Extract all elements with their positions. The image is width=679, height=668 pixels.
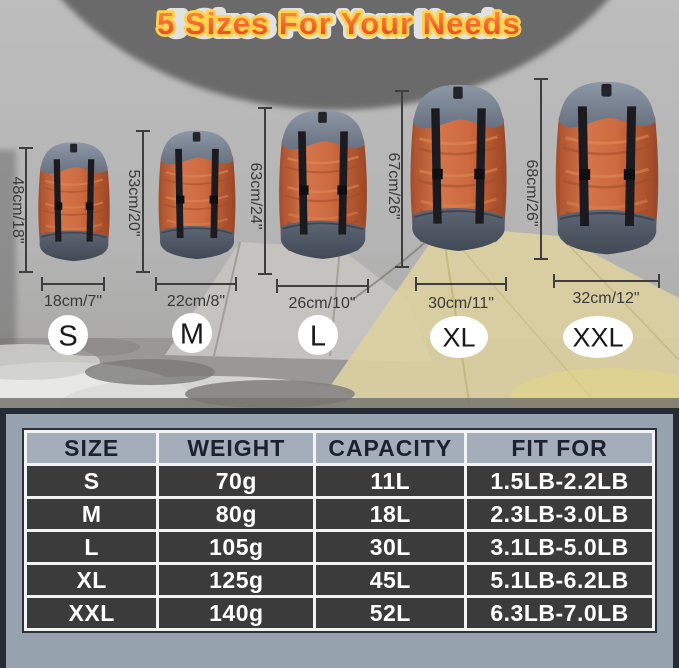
- size-cell: S: [23, 463, 160, 499]
- size-badge: [298, 315, 338, 355]
- value-cell: 105g: [156, 529, 317, 565]
- col-header-capacity: CAPACITY: [313, 430, 468, 466]
- size-table-panel: SIZE WEIGHT CAPACITY FIT FOR S 70g 11L 1.5LB-2…: [0, 408, 679, 668]
- size-item-2: 63cm/24" 26cm/10" L: [247, 107, 369, 355]
- size-badge-label: S: [58, 320, 77, 352]
- size-item-1: 53cm/20" 22cm/8" M: [125, 129, 237, 353]
- table-row: S 70g 11L 1.5LB-2.2LB: [23, 463, 655, 499]
- size-spec-table: SIZE WEIGHT CAPACITY FIT FOR S 70g 11L 1.5LB-2…: [22, 428, 657, 633]
- size-badge: [172, 313, 212, 353]
- headline-arch: [62, 0, 608, 110]
- value-cell: 3.1LB-5.0LB: [464, 529, 655, 565]
- height-dimension-line: [258, 107, 272, 275]
- value-cell: 2.3LB-3.0LB: [464, 496, 655, 532]
- value-cell: 140g: [156, 595, 317, 631]
- col-header-weight: WEIGHT: [156, 430, 317, 466]
- compression-sack-illustration: [37, 141, 111, 263]
- size-diagram: 5 Sizes For Your Needs 5 Sizes For Your …: [0, 0, 679, 408]
- value-cell: 6.3LB-7.0LB: [464, 595, 655, 631]
- width-dimension-label: 26cm/10": [288, 295, 355, 312]
- table-header-row: SIZE WEIGHT CAPACITY FIT FOR: [23, 430, 655, 466]
- headline: 5 Sizes For Your Needs 5 Sizes For Your …: [154, 1, 522, 46]
- headline-halo: 5 Sizes For Your Needs: [168, 6, 510, 41]
- size-cell: M: [23, 496, 160, 532]
- hero-section: 5 Sizes For Your Needs 5 Sizes For Your …: [0, 0, 679, 408]
- size-cell: L: [23, 529, 160, 565]
- height-dimension-label: 68cm/26": [523, 159, 540, 226]
- width-dimension-label: 22cm/8": [167, 293, 225, 310]
- value-cell: 30L: [313, 529, 468, 565]
- col-header-fit-for: FIT FOR: [464, 430, 655, 466]
- value-cell: 52L: [313, 595, 468, 631]
- height-dimension-label: 48cm/18": [9, 176, 26, 243]
- size-cell: XL: [23, 562, 160, 598]
- size-badge: [48, 315, 88, 355]
- col-header-size: SIZE: [23, 430, 160, 466]
- size-badge-label: XL: [442, 323, 475, 353]
- height-dimension-label: 53cm/20": [125, 169, 142, 236]
- table-body: S 70g 11L 1.5LB-2.2LB M 80g 18L 2.3LB-3.0LB L 105…: [23, 463, 655, 631]
- size-cell: XXL: [23, 595, 160, 631]
- width-dimension-line: [553, 274, 660, 288]
- height-dimension-label: 67cm/26": [385, 152, 402, 219]
- value-cell: 45L: [313, 562, 468, 598]
- width-dimension-label: 32cm/12": [572, 290, 639, 307]
- width-dimension-line: [276, 279, 369, 293]
- width-dimension-label: 18cm/7": [44, 293, 102, 310]
- table-row: XXL 140g 52L 6.3LB-7.0LB: [23, 595, 655, 631]
- width-dimension-line: [41, 277, 105, 291]
- table-row: XL 125g 45L 5.1LB-6.2LB: [23, 562, 655, 598]
- size-badge-label: XXL: [572, 323, 623, 353]
- size-badge-label: M: [180, 318, 204, 350]
- value-cell: 11L: [313, 463, 468, 499]
- height-dimension-label: 63cm/24": [247, 162, 264, 229]
- compression-sack-illustration: [554, 80, 660, 257]
- height-dimension-line: [395, 90, 409, 268]
- size-item-4: 68cm/26" 32cm/12" XXL: [523, 78, 660, 358]
- height-dimension-line: [534, 78, 548, 260]
- size-badge-label: L: [310, 320, 326, 352]
- width-dimension-line: [415, 277, 507, 291]
- width-dimension-line: [155, 277, 237, 291]
- compression-sack-illustration: [408, 83, 509, 253]
- compression-sack-illustration: [277, 108, 369, 261]
- height-dimension-line: [136, 130, 150, 273]
- table-row: M 80g 18L 2.3LB-3.0LB: [23, 496, 655, 532]
- size-badge: [430, 316, 488, 358]
- width-dimension-label: 30cm/11": [428, 295, 494, 312]
- value-cell: 80g: [156, 496, 317, 532]
- value-cell: 1.5LB-2.2LB: [464, 463, 655, 499]
- headline-text: 5 Sizes For Your Needs: [157, 6, 521, 41]
- height-dimension-line: [19, 147, 33, 273]
- table-row: L 105g 30L 3.1LB-5.0LB: [23, 529, 655, 565]
- value-cell: 70g: [156, 463, 317, 499]
- compression-sack-illustration: [157, 129, 237, 261]
- size-item-0: 48cm/18" 18cm/7" S: [9, 141, 111, 355]
- size-item-3: 67cm/26" 30cm/11" XL: [385, 83, 509, 358]
- size-badge: [563, 316, 633, 358]
- value-cell: 5.1LB-6.2LB: [464, 562, 655, 598]
- value-cell: 125g: [156, 562, 317, 598]
- value-cell: 18L: [313, 496, 468, 532]
